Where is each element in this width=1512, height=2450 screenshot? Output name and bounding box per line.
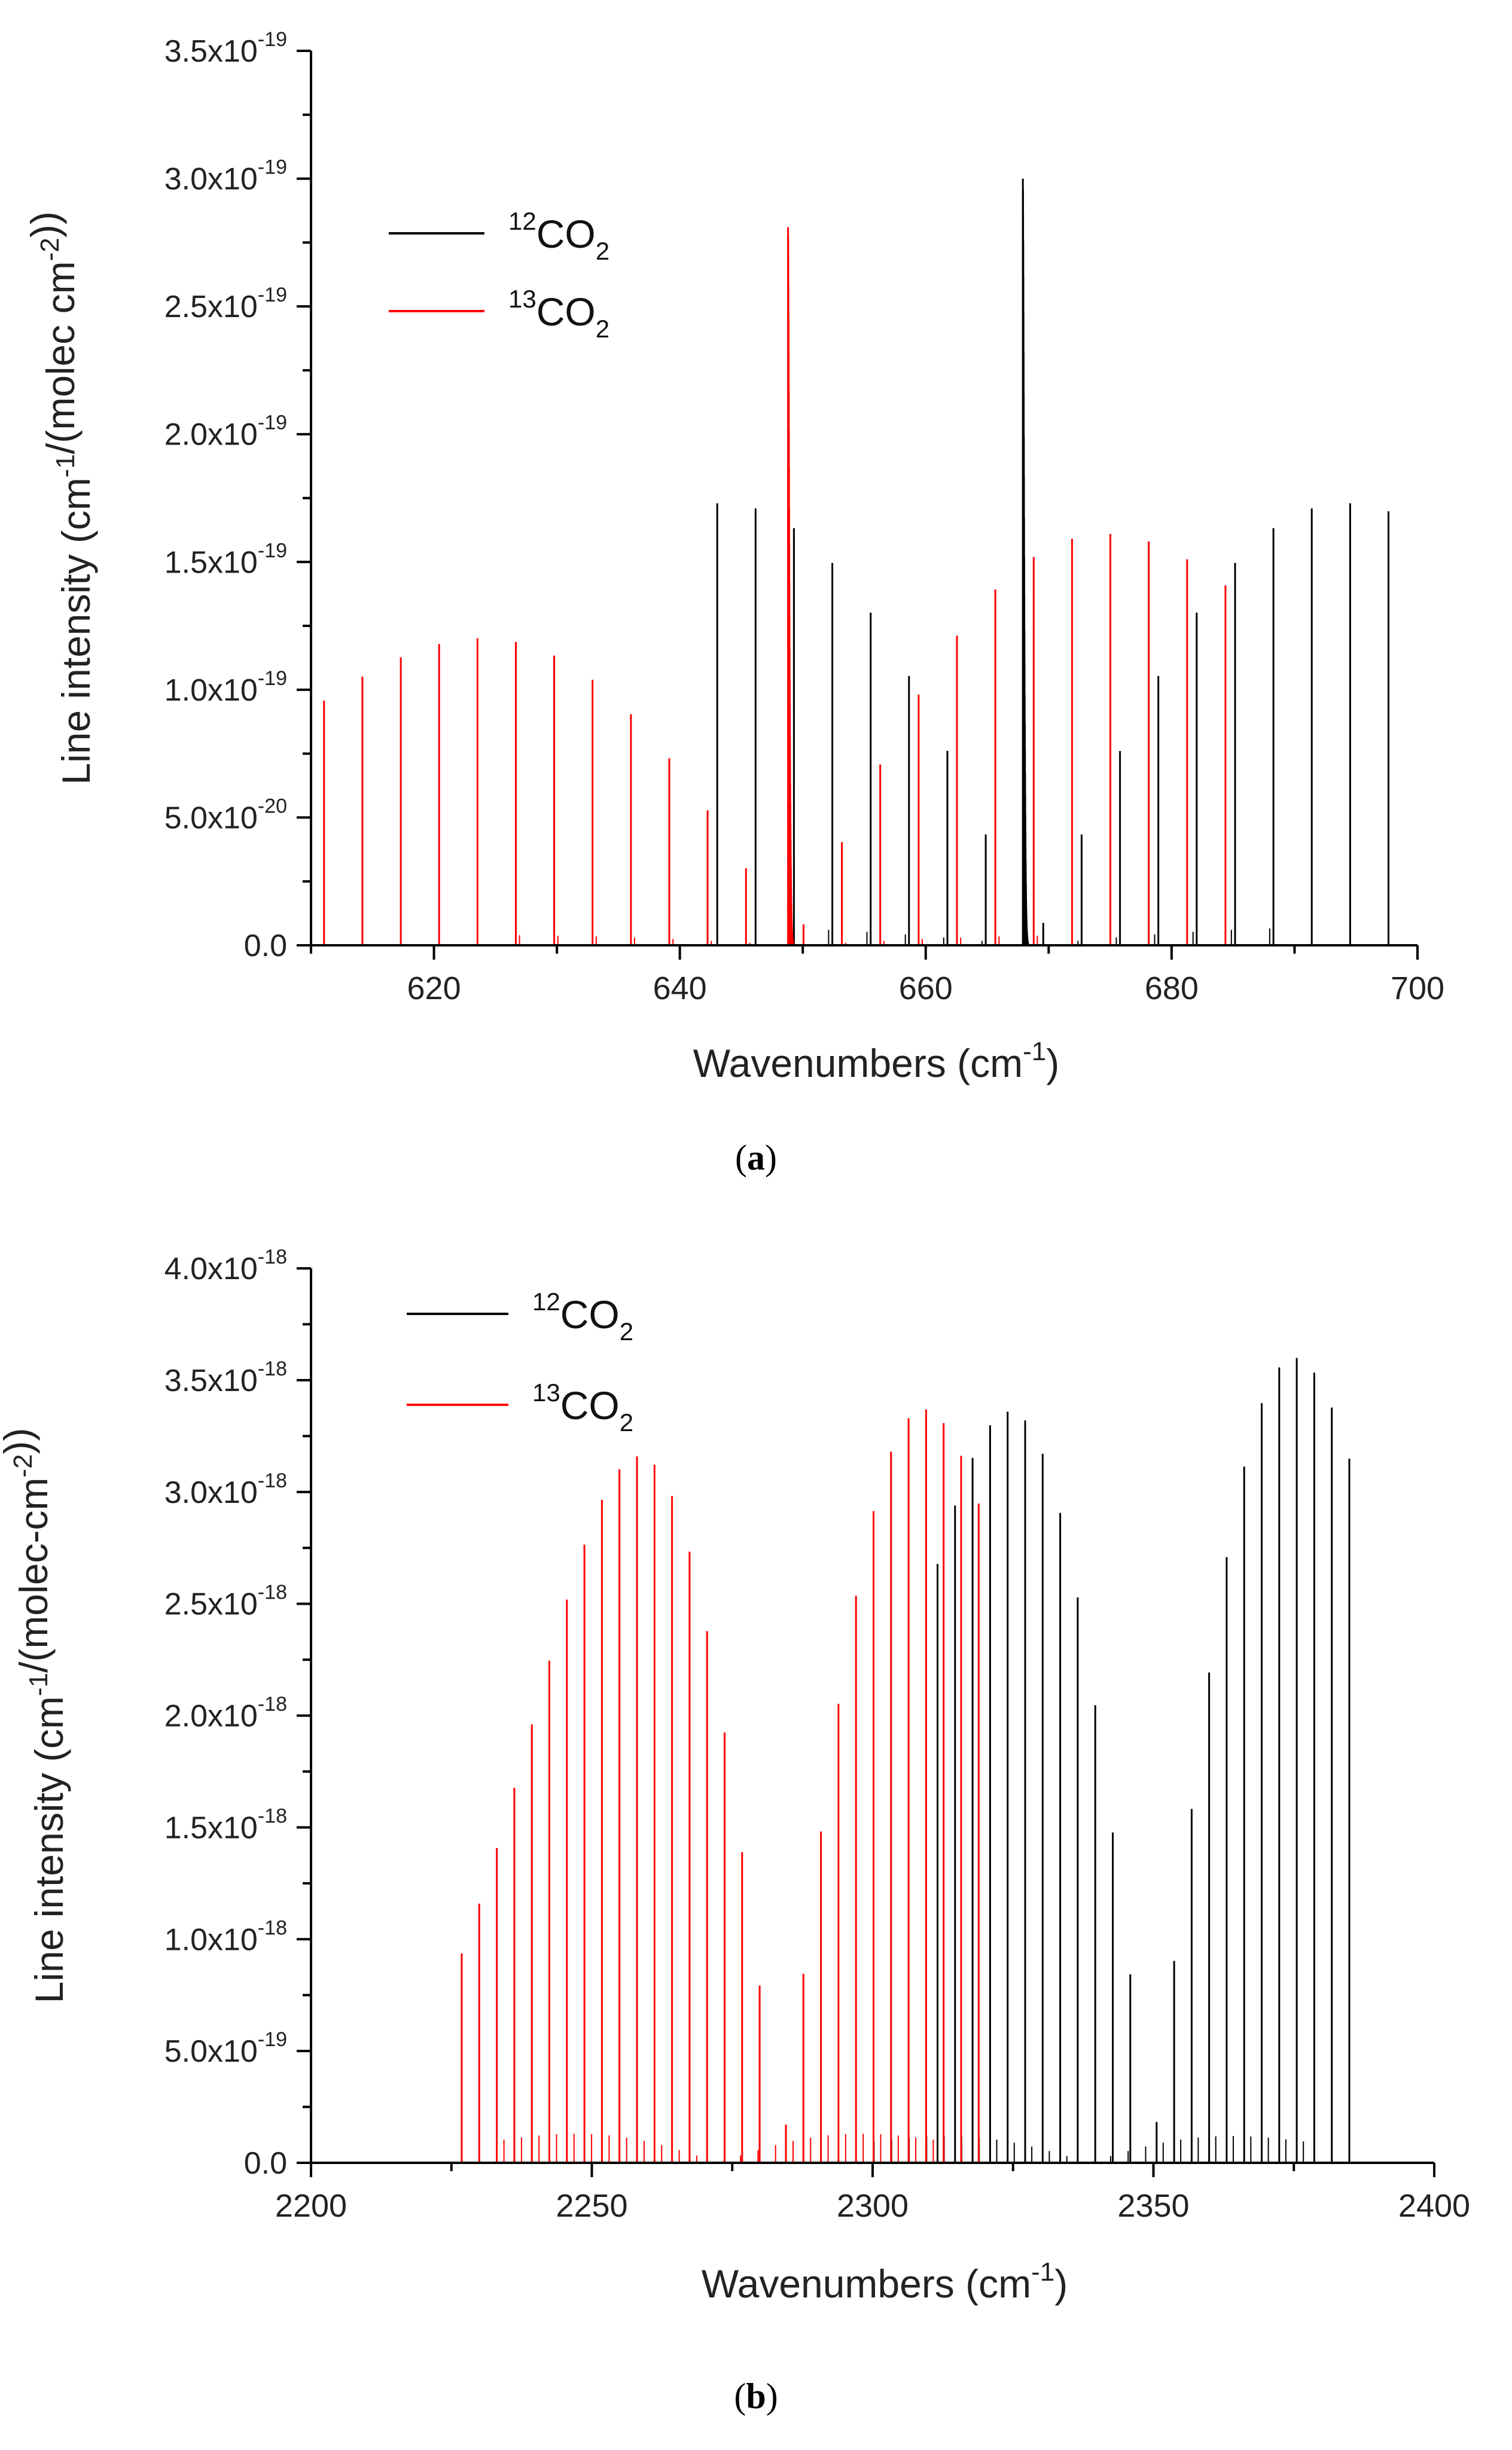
y-tick-label: 0.0 xyxy=(244,929,287,963)
x-tick-label: 2400 xyxy=(1398,2188,1470,2224)
x-tick-label: 660 xyxy=(899,970,953,1006)
legend: 12CO2 13CO2 xyxy=(389,207,609,343)
figure-panel-b: 2200 2250 2300 2350 2400 0.0 5.0x10-19 1.0x10-1… xyxy=(0,1226,1512,2450)
x-tick-label: 2200 xyxy=(275,2188,347,2224)
series-12co2 xyxy=(716,503,1389,945)
y-tick-label: 2.0x10-19 xyxy=(164,412,287,452)
y-tick-label: 5.0x10-20 xyxy=(164,795,287,835)
x-tick-label: 640 xyxy=(653,970,707,1006)
x-axis-title: Wavenumbers (cm-1) xyxy=(702,2257,1068,2306)
y-tick-label: 1.5x10-19 xyxy=(164,539,287,580)
x-tick-label: 680 xyxy=(1145,970,1199,1006)
y-axis-title: Line intensity (cm-1/(molec cm-2)) xyxy=(23,211,98,784)
y-tick-label: 0.0 xyxy=(244,2146,287,2181)
y-axis-title: Line intensity (cm-1/(molec-cm-2)) xyxy=(0,1428,71,2003)
line-intensity-chart-a: 620 640 660 680 700 0.0 5.0x10-20 1.0x10-19 1.5x… xyxy=(23,28,1444,1177)
y-tick-label: 1.0x10-18 xyxy=(164,1916,287,1957)
legend-label-12: 12CO2 xyxy=(508,207,609,265)
figure-panel-a: 620 640 660 680 700 0.0 5.0x10-20 1.0x10-19 1.5x… xyxy=(23,28,1444,1177)
series-12co2 xyxy=(873,1358,1351,2163)
x-tick-label: 2300 xyxy=(837,2188,909,2224)
q-branch-12co2 xyxy=(1022,178,1031,945)
y-tick-label: 2.5x10-19 xyxy=(164,284,287,324)
panel-label: (b) xyxy=(734,2376,778,2416)
legend-label-13: 13CO2 xyxy=(508,285,609,343)
series-13co2 xyxy=(461,1409,980,2163)
series-13co2 xyxy=(323,534,1227,945)
legend-label-12: 12CO2 xyxy=(532,1288,633,1346)
y-tick-label: 2.0x10-18 xyxy=(164,1693,287,1734)
y-tick-label: 3.5x10-19 xyxy=(164,28,287,69)
x-tick-label: 700 xyxy=(1391,970,1444,1006)
y-tick-label: 3.0x10-19 xyxy=(164,156,287,197)
panel-label: (a) xyxy=(735,1138,777,1177)
y-tick-label: 4.0x10-18 xyxy=(164,1246,287,1286)
legend-label-13: 13CO2 xyxy=(532,1378,633,1436)
y-tick-label: 3.5x10-18 xyxy=(164,1358,287,1398)
x-tick-label: 620 xyxy=(407,970,461,1006)
x-tick-label: 2250 xyxy=(556,2188,627,2224)
legend: 12CO2 13CO2 xyxy=(407,1288,633,1436)
y-tick-label: 1.5x10-18 xyxy=(164,1804,287,1845)
y-tick-label: 1.0x10-19 xyxy=(164,667,287,708)
q-branch-13co2 xyxy=(787,227,797,945)
y-tick-label: 2.5x10-18 xyxy=(164,1581,287,1622)
x-axis-title: Wavenumbers (cm-1) xyxy=(693,1037,1059,1085)
y-tick-label: 5.0x10-19 xyxy=(164,2028,287,2069)
line-intensity-chart-b: 2200 2250 2300 2350 2400 0.0 5.0x10-19 1.0x10-1… xyxy=(0,1246,1470,2416)
x-tick-label: 2350 xyxy=(1117,2188,1189,2224)
y-tick-label: 3.0x10-18 xyxy=(164,1469,287,1510)
